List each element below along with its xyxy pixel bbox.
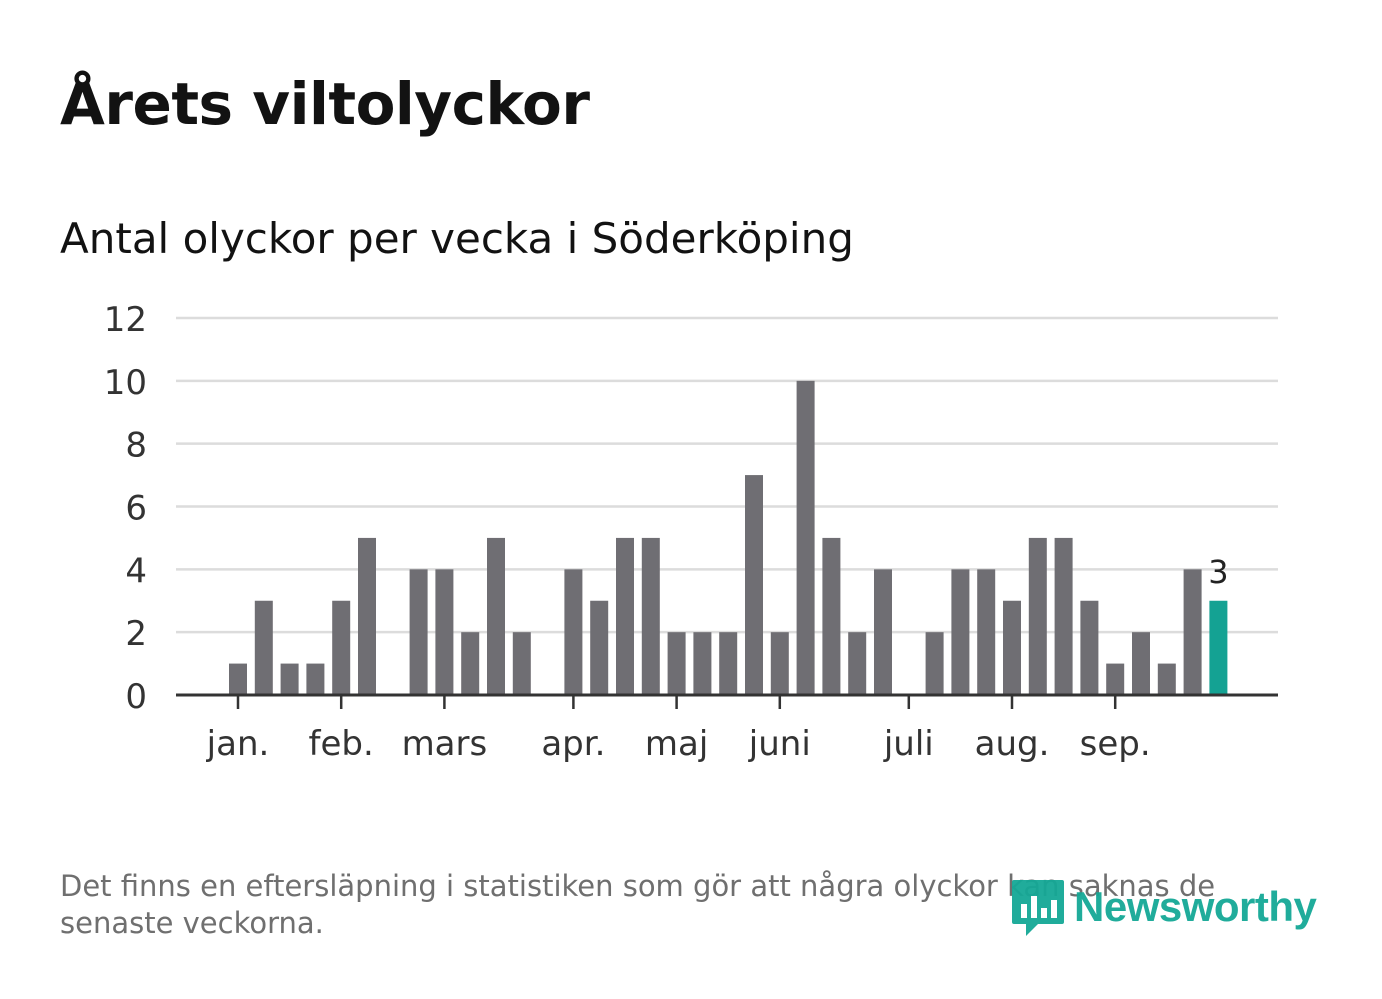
bar [693, 632, 712, 695]
y-tick-label: 4 [125, 551, 147, 591]
chart-subtitle: Antal olyckor per vecka i Söderköping [60, 214, 854, 263]
bars [229, 380, 1228, 695]
bar [254, 600, 273, 695]
x-tick-label: feb. [309, 724, 374, 764]
newsworthy-logo[interactable]: Newsworthy [1010, 872, 1317, 942]
bar [822, 537, 841, 695]
x-tick-label: juli [883, 724, 934, 764]
bar [590, 600, 609, 695]
y-tick-label: 6 [125, 489, 147, 529]
bar [745, 475, 763, 695]
bar [1106, 663, 1125, 695]
bar [332, 600, 351, 695]
x-axis-ticks: jan. feb. mars apr. maj juni juli aug. sep. [206, 695, 1151, 764]
bar [1054, 537, 1073, 695]
bar [667, 632, 686, 695]
bar [1157, 663, 1176, 695]
bar [229, 663, 247, 695]
grid-lines [176, 316, 1278, 634]
bar [1183, 569, 1202, 695]
bar [564, 569, 583, 695]
bar [951, 569, 970, 695]
bar [796, 380, 815, 695]
x-tick-label: maj [645, 724, 708, 764]
y-tick-label: 0 [125, 677, 147, 717]
bar [1080, 600, 1099, 695]
x-tick-label: aug. [975, 724, 1050, 764]
y-tick-label: 10 [104, 363, 147, 403]
bar [1028, 537, 1047, 695]
bar [1003, 600, 1021, 695]
bar [280, 663, 299, 695]
bar [770, 632, 789, 695]
x-tick-label: apr. [541, 724, 605, 764]
bar [616, 537, 634, 695]
newsworthy-logo-text: Newsworthy [1074, 883, 1317, 930]
x-tick-label: sep. [1080, 724, 1151, 764]
y-tick-label: 2 [125, 614, 147, 654]
y-tick-label: 8 [125, 426, 147, 466]
bar [512, 632, 531, 695]
bar [719, 632, 738, 695]
bar [641, 537, 660, 695]
y-axis-ticks: 0 2 4 6 8 10 12 [104, 300, 147, 717]
x-tick-label: jan. [206, 724, 270, 764]
bar [435, 569, 454, 695]
bar [487, 537, 505, 695]
bar [925, 632, 944, 695]
chart-title: Årets viltolyckor [60, 70, 590, 138]
data-labels: 3 [1208, 553, 1228, 591]
bar [409, 569, 428, 695]
bar [358, 537, 376, 695]
bar [977, 569, 996, 695]
bar-highlight [1209, 600, 1228, 695]
x-tick-label: mars [402, 724, 488, 764]
bar [848, 632, 867, 695]
y-tick-label: 12 [104, 300, 147, 340]
data-label-latest: 3 [1208, 553, 1228, 591]
bar [1132, 632, 1150, 695]
x-tick-label: juni [748, 724, 811, 764]
bar [874, 569, 892, 695]
bar [306, 663, 325, 695]
bar [461, 632, 480, 695]
newsworthy-logo-icon [1012, 880, 1064, 936]
